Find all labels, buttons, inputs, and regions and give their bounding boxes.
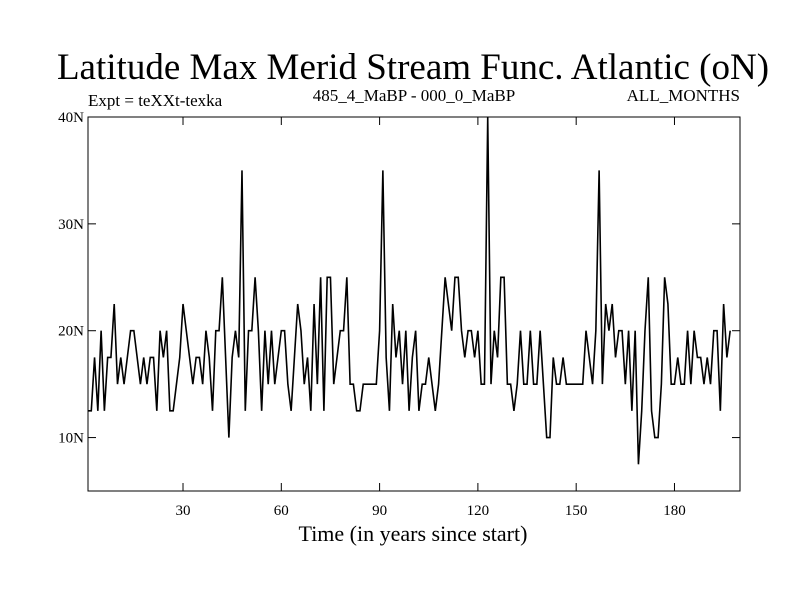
y-tick-label: 20N: [58, 324, 84, 340]
x-tick-label: 180: [663, 503, 686, 519]
x-tick-label: 30: [176, 503, 191, 519]
plot-area: 30 60 90 120 150 180 10N 20N 30N 40N: [58, 110, 741, 519]
y-tick-label: 30N: [58, 217, 84, 233]
x-axis-label: Time (in years since start): [299, 521, 528, 546]
chart-subtitle-left: Expt = teXXt-texka: [88, 91, 223, 110]
x-tick-label: 60: [274, 503, 289, 519]
y-tick-label: 40N: [58, 110, 84, 126]
y-tick-label: 10N: [58, 431, 84, 447]
x-tick-label: 90: [372, 503, 387, 519]
chart-subtitle-center: 485_4_MaBP - 000_0_MaBP: [313, 86, 515, 105]
x-tick-label: 150: [565, 503, 588, 519]
chart-subtitle-right: ALL_MONTHS: [627, 86, 740, 105]
series-line: [88, 116, 731, 465]
chart-title: Latitude Max Merid Stream Func. Atlantic…: [57, 47, 769, 88]
plot-frame: [87, 116, 741, 492]
x-tick-label: 120: [467, 503, 490, 519]
